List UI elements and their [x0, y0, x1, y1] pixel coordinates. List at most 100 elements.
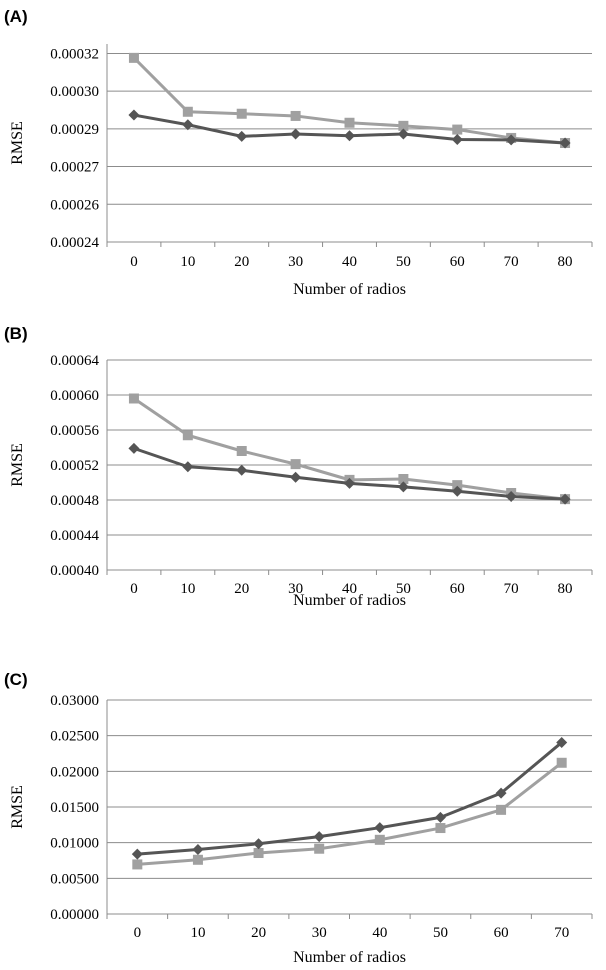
x-tick-label: 10 — [190, 925, 205, 941]
data-point-square — [452, 124, 463, 135]
y-tick-label: 0.01000 — [50, 836, 99, 852]
y-tick-label: 0.00026 — [50, 197, 99, 213]
series-line — [137, 761, 563, 866]
panel-label: (A) — [4, 7, 28, 26]
x-tick-label: 30 — [288, 581, 303, 597]
data-point-square — [398, 474, 409, 484]
x-tick-label: 20 — [234, 581, 249, 597]
x-tick-label: 50 — [396, 254, 411, 270]
y-tick-label: 0.00000 — [50, 907, 99, 923]
chart-panel-c: (C) 0.00000 0.00500 0.01000 0.01500 0.02000 0.… — [4, 670, 593, 966]
y-tick-label: 0.00030 — [50, 84, 99, 100]
x-tick-label: 40 — [372, 925, 387, 941]
data-point-square — [182, 430, 193, 441]
x-axis-title: Number of radios — [293, 949, 406, 966]
x-tick-label: 0 — [134, 925, 142, 941]
y-tick-label: 0.00064 — [50, 353, 99, 369]
data-point-square — [374, 834, 385, 845]
data-point-diamond — [559, 137, 571, 149]
data-point-square — [236, 446, 247, 456]
data-point-diamond — [253, 838, 265, 850]
data-point-diamond — [451, 485, 463, 497]
y-tick-label: 0.00044 — [50, 528, 99, 544]
y-tick-label: 0.02000 — [50, 764, 99, 780]
x-axis-title: Number of radios — [293, 281, 406, 298]
x-tick-label: 70 — [504, 581, 519, 597]
chart-panel-a: (A) 0.00024 0.00026 0.00027 0.00029 0.00030 0.… — [4, 7, 593, 298]
data-point-diamond — [236, 130, 248, 142]
data-point-diamond — [451, 133, 463, 145]
y-axis-title: RMSE — [9, 785, 26, 829]
y-tick-label: 0.02500 — [50, 729, 99, 745]
data-point-square — [314, 843, 325, 854]
x-tick-label: 80 — [558, 254, 573, 270]
x-tick-label: 10 — [180, 254, 195, 270]
data-point-diamond — [495, 787, 507, 799]
data-point-diamond — [374, 822, 386, 834]
data-point-square — [435, 823, 446, 834]
data-point-diamond — [559, 493, 571, 505]
y-tick-label: 0.00024 — [50, 235, 99, 251]
data-point-square — [128, 393, 139, 404]
series-line — [137, 741, 563, 856]
y-tick-label: 0.00060 — [50, 388, 99, 404]
chart-panel-b: (B) 0.00040 0.00044 0.00048 0.00052 0.00056 0.… — [4, 324, 593, 609]
y-tick-label: 0.00040 — [50, 563, 99, 579]
y-tick-label: 0.03000 — [50, 693, 99, 709]
data-point-diamond — [182, 119, 194, 131]
data-point-square — [236, 108, 247, 119]
x-tick-label: 50 — [433, 925, 448, 941]
x-tick-label: 60 — [494, 925, 509, 941]
data-point-square — [192, 854, 203, 865]
x-tick-label: 20 — [234, 254, 249, 270]
x-tick-label: 60 — [450, 581, 465, 597]
x-tick-label: 60 — [450, 254, 465, 270]
data-point-diamond — [131, 848, 143, 860]
y-tick-label: 0.01500 — [50, 800, 99, 816]
y-tick-label: 0.00027 — [50, 160, 99, 176]
y-tick-label: 0.00056 — [50, 423, 99, 439]
y-tick-label: 0.00048 — [50, 493, 99, 509]
y-axis-title: RMSE — [9, 121, 26, 165]
x-tick-label: 30 — [288, 254, 303, 270]
x-tick-label: 80 — [558, 581, 573, 597]
x-tick-label: 40 — [342, 581, 357, 597]
data-point-square — [290, 459, 301, 470]
data-point-square — [344, 117, 355, 128]
x-tick-label: 30 — [312, 925, 327, 941]
x-tick-label: 0 — [130, 254, 138, 270]
x-tick-label: 40 — [342, 254, 357, 270]
data-point-diamond — [128, 442, 140, 454]
data-point-square — [556, 757, 567, 768]
data-point-diamond — [344, 130, 355, 142]
x-tick-label: 20 — [251, 925, 266, 941]
data-point-diamond — [290, 471, 302, 483]
data-point-square — [496, 804, 507, 815]
data-point-diamond — [236, 464, 248, 476]
data-point-diamond — [313, 831, 325, 843]
data-point-square — [132, 859, 143, 870]
x-tick-label: 70 — [554, 925, 569, 941]
data-point-diamond — [505, 491, 517, 502]
y-axis-title: RMSE — [9, 443, 26, 487]
data-point-diamond — [128, 109, 140, 121]
y-tick-label: 0.00052 — [50, 458, 99, 474]
y-tick-label: 0.00032 — [50, 46, 99, 62]
data-point-diamond — [505, 134, 517, 146]
y-tick-label: 0.00500 — [50, 871, 99, 887]
data-point-diamond — [556, 736, 568, 748]
data-point-square — [290, 110, 301, 121]
series-line — [132, 56, 566, 145]
data-point-diamond — [434, 811, 446, 823]
x-axis-title: Number of radios — [293, 592, 406, 609]
panel-label: (C) — [4, 670, 28, 689]
data-point-square — [398, 120, 409, 131]
data-point-diamond — [290, 128, 302, 140]
x-tick-label: 10 — [180, 581, 195, 597]
data-point-diamond — [192, 843, 204, 855]
data-point-diamond — [397, 481, 409, 493]
data-point-square — [182, 106, 193, 117]
panel-label: (B) — [4, 324, 28, 343]
x-tick-label: 70 — [504, 254, 519, 270]
